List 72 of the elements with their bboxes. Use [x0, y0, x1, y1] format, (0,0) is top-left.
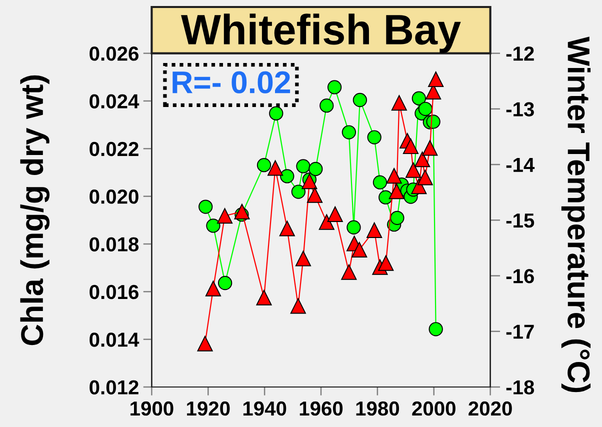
y-tick-label: 0.016 — [90, 284, 138, 300]
point — [388, 184, 404, 200]
y-tick-label: 0.022 — [90, 142, 138, 156]
point — [291, 184, 306, 199]
x-tick-label: 1900 — [130, 401, 174, 416]
x-tick-label: 2020 — [468, 401, 512, 416]
point — [205, 280, 221, 296]
point — [405, 162, 422, 178]
point — [269, 106, 284, 120]
point — [428, 322, 443, 336]
point — [256, 290, 272, 306]
point — [290, 298, 306, 314]
point — [417, 170, 433, 186]
y2-tick-label: -15 — [506, 214, 534, 228]
point — [428, 72, 444, 88]
point — [197, 336, 213, 352]
point — [367, 130, 382, 144]
point — [418, 102, 432, 116]
point — [279, 220, 295, 236]
x-tick-label: 1980 — [356, 401, 400, 416]
point — [386, 168, 402, 184]
y2-tick-label: -14 — [506, 158, 535, 172]
point — [198, 200, 213, 214]
point — [218, 276, 232, 290]
point — [320, 98, 334, 113]
y2-tick-label: -17 — [506, 324, 534, 339]
point — [378, 255, 394, 271]
point — [327, 80, 342, 94]
annotation: R=- 0.02 — [172, 71, 290, 94]
chart-title: Whitefish Bay — [181, 14, 461, 54]
point — [341, 264, 357, 280]
y-tick-label: 0.018 — [90, 237, 139, 252]
y-tick-label: 0.020 — [90, 190, 138, 204]
point — [296, 159, 310, 174]
point — [256, 158, 272, 172]
point — [295, 250, 311, 266]
point — [391, 95, 407, 111]
point — [308, 162, 323, 176]
point — [217, 208, 233, 224]
point — [390, 210, 404, 226]
x-tick-label: 1960 — [300, 401, 343, 416]
y2-tick-label: -18 — [506, 380, 534, 394]
point — [352, 242, 368, 258]
y2-tick-label: -12 — [506, 46, 534, 61]
x-tick-label: 1940 — [243, 401, 286, 416]
point — [352, 92, 368, 108]
point — [268, 160, 284, 176]
point — [307, 187, 323, 203]
point — [372, 175, 388, 190]
y-axis-title: Chla (mg/g dry wt) — [20, 75, 50, 346]
point — [412, 91, 426, 106]
point — [327, 206, 343, 222]
point — [366, 222, 382, 238]
point — [378, 190, 393, 204]
point — [318, 214, 334, 230]
point — [346, 220, 361, 234]
y2-tick-label: -13 — [506, 102, 534, 116]
y2-axis-title: Winter Temperature (°C) — [561, 36, 591, 392]
y2-tick-label: -16 — [506, 269, 534, 284]
point — [402, 138, 419, 154]
y-tick-label: 0.026 — [90, 46, 138, 61]
point — [414, 152, 430, 168]
point — [280, 169, 294, 184]
point — [206, 218, 220, 233]
y-tick-label: 0.024 — [90, 94, 140, 108]
point — [342, 125, 356, 140]
y-tick-label: 0.012 — [90, 380, 138, 394]
x-tick-label: 1920 — [187, 401, 230, 416]
x-tick-label: 2000 — [412, 401, 456, 416]
point — [422, 140, 438, 156]
y-tick-label: 0.014 — [90, 332, 140, 347]
point — [234, 204, 250, 220]
